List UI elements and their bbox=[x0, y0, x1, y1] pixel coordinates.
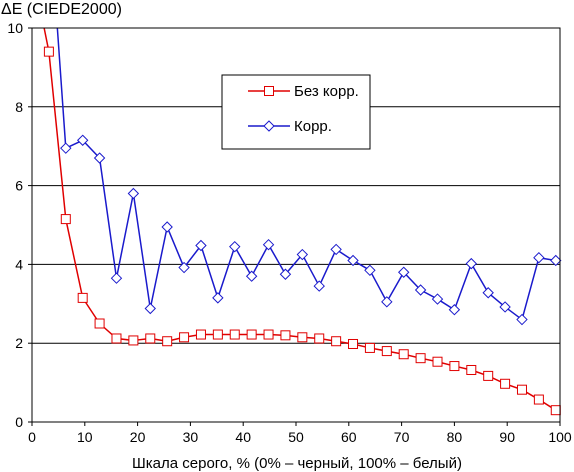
data-point-square bbox=[94, 318, 105, 329]
x-tick-label: 20 bbox=[130, 429, 146, 445]
data-point-square bbox=[398, 349, 409, 360]
y-tick-label: 0 bbox=[15, 414, 23, 430]
data-point-diamond bbox=[431, 293, 444, 305]
data-point-diamond bbox=[499, 301, 511, 313]
data-point-diamond bbox=[364, 264, 376, 277]
data-point-square bbox=[483, 370, 494, 381]
data-point-square bbox=[516, 384, 527, 395]
data-point-square bbox=[500, 378, 511, 389]
data-point-square bbox=[432, 356, 443, 367]
data-point-diamond bbox=[178, 261, 190, 274]
data-point-square bbox=[415, 353, 426, 364]
data-point-diamond bbox=[398, 266, 410, 278]
data-point-diamond bbox=[330, 243, 342, 256]
data-point-square bbox=[145, 333, 156, 344]
data-point-square bbox=[364, 342, 375, 353]
y-tick-label: 6 bbox=[15, 178, 23, 194]
data-point-square bbox=[550, 405, 561, 416]
data-point-diamond bbox=[381, 296, 393, 308]
data-point-square bbox=[111, 333, 122, 344]
data-point-square bbox=[348, 338, 359, 349]
data-point-diamond bbox=[296, 248, 309, 261]
data-point-square bbox=[128, 335, 139, 346]
data-point-square bbox=[77, 292, 88, 303]
x-tick-label: 90 bbox=[499, 429, 515, 445]
data-point-square bbox=[246, 329, 257, 340]
data-point-square bbox=[466, 364, 477, 375]
x-axis-label: Шкала серого, % (0% – черный, 100% – бел… bbox=[132, 455, 462, 472]
x-tick-label: 40 bbox=[235, 429, 251, 445]
data-point-square bbox=[229, 329, 240, 340]
data-point-diamond bbox=[550, 254, 562, 267]
data-point-diamond bbox=[76, 134, 89, 146]
series-correction bbox=[56, 27, 562, 326]
y-tick-label: 8 bbox=[15, 99, 23, 115]
legend-marker-diamond bbox=[263, 120, 275, 132]
y-tick-label: 2 bbox=[15, 335, 23, 351]
data-point-square bbox=[297, 332, 308, 343]
data-point-diamond bbox=[448, 304, 461, 316]
legend-label-correction: Корр. bbox=[294, 118, 332, 135]
data-point-square bbox=[162, 336, 173, 347]
data-point-diamond bbox=[245, 270, 258, 282]
legend-box bbox=[221, 74, 371, 150]
x-tick-label: 100 bbox=[548, 429, 572, 445]
x-tick-label: 80 bbox=[447, 429, 463, 445]
data-point-square bbox=[43, 46, 54, 57]
data-point-diamond bbox=[482, 287, 494, 299]
data-point-diamond bbox=[127, 187, 140, 200]
data-point-diamond bbox=[60, 142, 72, 154]
x-tick-label: 10 bbox=[77, 429, 93, 445]
data-point-diamond bbox=[347, 254, 359, 267]
x-tick-label: 60 bbox=[341, 429, 357, 445]
y-axis-label: ΔE (CIEDE2000) bbox=[1, 1, 122, 18]
data-point-square bbox=[280, 330, 291, 341]
data-point-diamond bbox=[212, 292, 224, 304]
data-point-square bbox=[179, 332, 190, 343]
y-tick-label: 10 bbox=[7, 20, 23, 36]
legend-label-no-correction: Без корр. bbox=[294, 83, 359, 100]
data-point-square bbox=[533, 394, 544, 405]
data-point-diamond bbox=[144, 302, 156, 315]
legend: Без корр. Корр. bbox=[221, 74, 371, 150]
data-point-square bbox=[195, 329, 206, 340]
data-point-square bbox=[263, 329, 274, 340]
x-tick-label: 0 bbox=[28, 429, 36, 445]
data-point-diamond bbox=[229, 240, 241, 253]
data-point-diamond bbox=[516, 313, 528, 326]
data-point-diamond bbox=[533, 251, 545, 264]
data-point-diamond bbox=[195, 239, 207, 252]
legend-marker-square bbox=[264, 86, 274, 96]
data-point-square bbox=[331, 336, 342, 347]
data-point-diamond bbox=[161, 221, 173, 233]
x-tick-label: 70 bbox=[394, 429, 410, 445]
data-point-diamond bbox=[414, 284, 427, 296]
data-point-square bbox=[314, 333, 325, 344]
data-point-diamond bbox=[110, 272, 123, 284]
x-tick-label: 50 bbox=[288, 429, 304, 445]
series-no-correction bbox=[43, 27, 561, 416]
data-point-diamond bbox=[465, 257, 478, 270]
data-point-diamond bbox=[279, 268, 292, 280]
data-point-diamond bbox=[262, 238, 275, 251]
data-point-diamond bbox=[93, 152, 106, 164]
data-point-square bbox=[381, 346, 392, 357]
data-point-square bbox=[60, 214, 71, 225]
series-layer bbox=[43, 27, 562, 416]
data-point-square bbox=[212, 329, 223, 340]
x-tick-label: 30 bbox=[183, 429, 199, 445]
data-point-diamond bbox=[313, 280, 325, 292]
data-point-square bbox=[449, 361, 460, 372]
y-tick-label: 4 bbox=[15, 256, 23, 272]
series-line bbox=[56, 27, 556, 321]
